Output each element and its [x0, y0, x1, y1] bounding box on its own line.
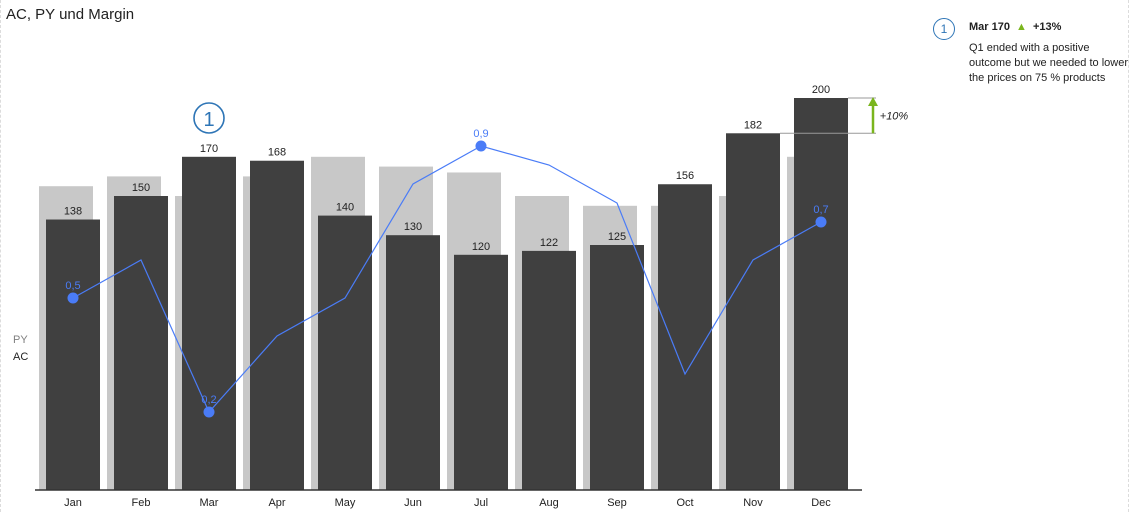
margin-line: [72, 145, 822, 414]
ac-bar: [658, 184, 712, 491]
ac-value-label: 150: [132, 182, 150, 194]
annotation-value: Mar 170: [969, 21, 1010, 33]
ac-value-label: 170: [200, 143, 218, 155]
margin-point-label: 0,2: [201, 394, 216, 406]
ac-bar: [386, 235, 440, 490]
ac-value-label: 156: [676, 170, 694, 182]
annotation-marker-circle: [193, 102, 225, 134]
category-label: May: [335, 497, 356, 509]
ac-bar: [454, 254, 508, 490]
legend-ac-label: AC: [13, 351, 29, 363]
ac-bar: [318, 215, 372, 490]
category-label: Apr: [268, 497, 285, 509]
ac-value-label: 125: [608, 231, 626, 243]
ac-bar: [726, 133, 780, 490]
annotation-number-badge: 1: [933, 18, 955, 40]
ac-value-label: 200: [812, 84, 830, 96]
category-label: Nov: [743, 497, 763, 509]
variance-arrow-icon: [868, 97, 878, 106]
margin-point: [815, 216, 827, 228]
margin-point-label: 0,5: [65, 280, 80, 292]
ac-bar: [590, 245, 644, 490]
legend-py-label: PY: [13, 334, 28, 346]
category-label: Oct: [676, 497, 693, 509]
ac-bar: [182, 156, 236, 491]
category-label: Jul: [474, 497, 488, 509]
margin-point: [67, 292, 79, 304]
ac-value-label: 130: [404, 221, 422, 233]
ac-bar: [522, 250, 576, 490]
category-label: Jun: [404, 497, 422, 509]
annotation-headline: Mar 170 ▲ +13%: [969, 21, 1061, 33]
margin-point: [203, 406, 215, 418]
ac-bar: [794, 98, 848, 490]
chart-title: AC, PY und Margin: [6, 6, 135, 23]
chart-canvas: 138 150 170 168 140 130 120 122 125 156 182 200 Jan F…: [35, 84, 909, 509]
ac-value-label: 138: [64, 206, 82, 218]
ac-value-label: 120: [472, 241, 490, 253]
triangle-up-icon: ▲: [1016, 21, 1027, 33]
category-label: Dec: [811, 497, 831, 509]
category-label: Jan: [64, 497, 82, 509]
margin-point: [475, 140, 487, 152]
category-label: Mar: [200, 497, 219, 509]
ac-value-label: 182: [744, 119, 762, 131]
annotation-marker-label: 1: [203, 109, 214, 131]
ac-value-label: 140: [336, 202, 354, 214]
variance-label: +10%: [880, 111, 909, 123]
ac-value-label: 122: [540, 237, 558, 249]
ac-value-label: 168: [268, 147, 286, 159]
annotation-delta: +13%: [1033, 21, 1062, 33]
category-label: Feb: [132, 497, 151, 509]
annotation-body: Q1 ended with a positive outcome but we …: [969, 42, 1128, 84]
ac-bar: [114, 196, 168, 490]
margin-point-label: 0,9: [473, 128, 488, 140]
ac-bar: [46, 219, 100, 490]
margin-point-label: 0,7: [813, 204, 828, 216]
category-label: Sep: [607, 497, 627, 509]
category-label: Aug: [539, 497, 559, 509]
